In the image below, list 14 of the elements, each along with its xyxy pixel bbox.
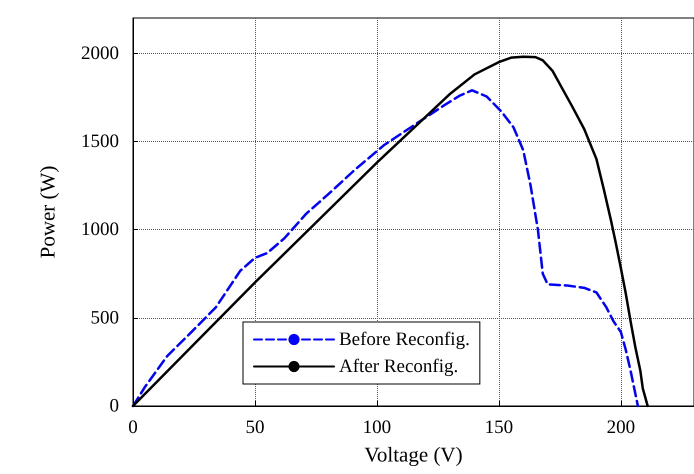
x-tick-label: 50 bbox=[245, 417, 264, 438]
legend-label: After Reconfig. bbox=[339, 356, 458, 377]
y-tick-label: 500 bbox=[90, 307, 119, 328]
y-tick-label: 1500 bbox=[81, 130, 119, 152]
y-axis-title: Power (W) bbox=[36, 166, 60, 258]
y-tick-label: 1000 bbox=[81, 219, 119, 240]
legend-label: Before Reconfig. bbox=[339, 329, 470, 350]
x-tick-label: 200 bbox=[606, 417, 636, 438]
x-axis-title: Voltage (V) bbox=[364, 442, 463, 466]
y-tick-label: 0 bbox=[110, 396, 119, 416]
y-tick-label: 2000 bbox=[81, 42, 119, 64]
x-tick-label: 0 bbox=[128, 417, 138, 438]
x-tick-label: 150 bbox=[484, 417, 514, 438]
x-tick-label: 100 bbox=[362, 417, 392, 438]
